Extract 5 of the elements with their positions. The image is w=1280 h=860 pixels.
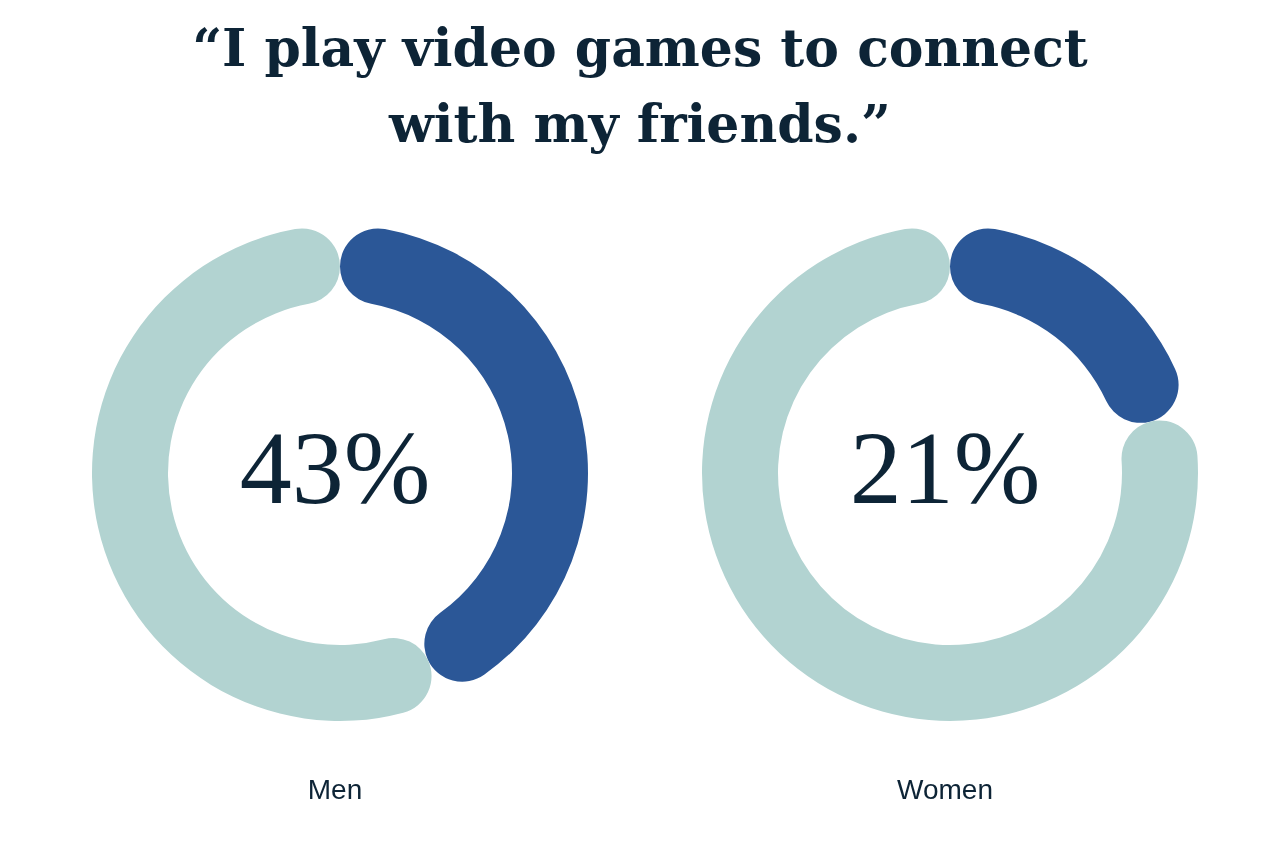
text: Women xyxy=(896,774,994,806)
chart-title: “I play video games to connect with my friends.” xyxy=(191,16,1089,156)
text: Men xyxy=(306,774,364,806)
text: 21% xyxy=(848,409,1042,527)
text: 43% xyxy=(238,409,432,527)
